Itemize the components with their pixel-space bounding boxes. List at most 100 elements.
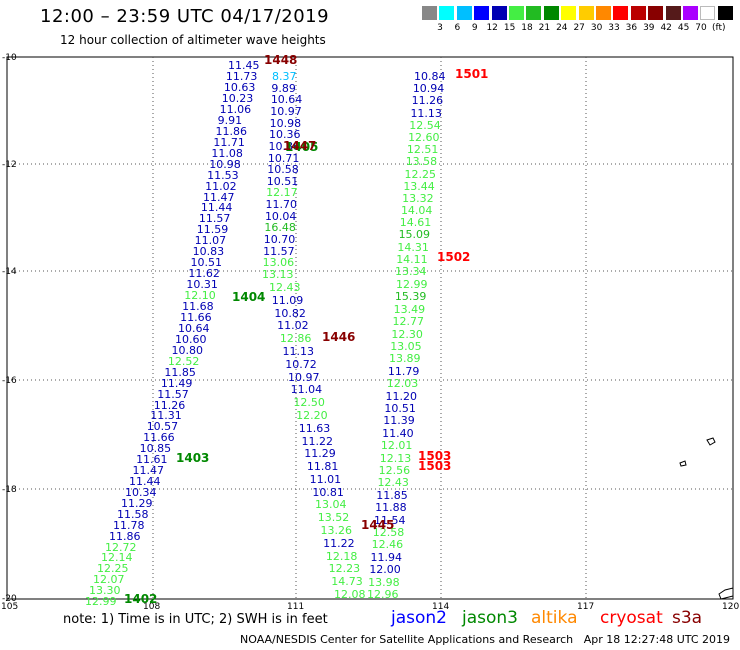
- scale-swatch: [456, 6, 472, 20]
- wave-height-value: 13.49: [393, 302, 426, 316]
- scale-swatch: [596, 6, 611, 20]
- scale-label: 15: [503, 23, 516, 33]
- wave-height-value: 11.07: [194, 234, 227, 248]
- wave-height-value: 13.05: [390, 340, 422, 353]
- wave-height-value: 11.81: [306, 460, 339, 474]
- wave-height-value: 11.44: [129, 475, 161, 488]
- scale-swatch: [439, 6, 455, 20]
- wave-height-value: 8.37: [272, 70, 297, 83]
- wave-height-value: 11.71: [213, 135, 245, 149]
- wave-height-value: 11.54: [373, 513, 406, 527]
- scale-label: 9: [471, 23, 478, 33]
- wave-height-value: 10.94: [412, 82, 445, 96]
- wave-height-value: 12.86: [279, 332, 312, 346]
- scale-label: 3: [437, 23, 443, 33]
- wave-height-value: 11.86: [109, 529, 141, 543]
- scale-label: 6: [454, 23, 461, 33]
- wave-height-value: 11.49: [160, 376, 193, 390]
- wave-height-value: 12.25: [97, 562, 129, 576]
- longitude-label: 105: [1, 602, 19, 612]
- wave-height-value: 13.32: [402, 191, 434, 205]
- wave-height-value: 11.85: [376, 488, 408, 502]
- scale-swatch: [422, 6, 437, 20]
- pass-label: 1446: [322, 330, 356, 344]
- wave-height-value: 12.60: [408, 130, 440, 144]
- wave-height-value: 11.61: [136, 453, 168, 467]
- wave-height-value: 10.82: [274, 306, 306, 320]
- land-outline: [679, 437, 734, 600]
- longitude-label: 117: [577, 602, 595, 612]
- scale-swatch: [683, 6, 698, 20]
- credit-text: NOAA/NESDIS Center for Satellite Applica…: [240, 633, 574, 646]
- map-subtitle: 12 hour collection of altimeter wave hei…: [60, 33, 326, 47]
- wave-height-value: 12.54: [409, 118, 441, 132]
- wave-height-value: 11.86: [215, 124, 248, 138]
- wave-height-value: 13.26: [320, 524, 352, 538]
- map-frame: [6, 56, 734, 600]
- wave-height-value: 13.06: [262, 256, 295, 270]
- wave-height-value: 12.13: [379, 451, 412, 465]
- wave-height-value: 10.64: [270, 93, 303, 107]
- pass-label: 1503: [418, 449, 452, 463]
- wave-height-value: 13.04: [315, 498, 347, 512]
- wave-height-value: 12.17: [266, 186, 298, 200]
- wave-height-value: 11.73: [225, 69, 258, 83]
- scale-swatch: [509, 6, 524, 20]
- pass-label: 1503: [418, 459, 452, 473]
- scale-swatch: [543, 6, 559, 20]
- longitude-label: 120: [722, 602, 740, 612]
- wave-height-value: 10.84: [414, 70, 446, 83]
- scale-label: 30: [590, 23, 603, 33]
- wave-height-value: 11.22: [301, 434, 334, 448]
- latitude-label: -12: [2, 160, 17, 170]
- latitude-label: -14: [2, 267, 17, 277]
- credit-line: NOAA/NESDIS Center for Satellite Applica…: [240, 633, 730, 646]
- wave-height-value: 10.97: [287, 370, 320, 384]
- wave-height-value: 10.64: [178, 322, 210, 335]
- scale-swatch: [491, 6, 507, 20]
- scale-swatch: [717, 6, 733, 20]
- wave-height-value: 10.72: [285, 357, 317, 371]
- scale-swatch: [648, 6, 664, 20]
- wave-height-value: 12.52: [167, 354, 200, 368]
- wave-height-value: 12.58: [372, 526, 405, 539]
- wave-height-value: 13.30: [89, 584, 121, 598]
- wave-height-value: 10.97: [270, 104, 302, 118]
- wave-height-value: 12.01: [380, 439, 413, 453]
- scale-label: 45: [677, 23, 690, 33]
- pass-label: 1502: [437, 250, 471, 264]
- scale-swatch: [630, 6, 646, 20]
- satellite-name: cryosat: [600, 608, 663, 628]
- wave-height-value: 11.88: [375, 501, 407, 515]
- wave-height-value: 10.70: [263, 233, 296, 247]
- pass-label: 1403: [176, 451, 210, 465]
- wave-height-value: 10.34: [125, 486, 157, 499]
- wave-height-value: 9.89: [271, 81, 296, 95]
- pass-label: 1448: [264, 53, 298, 67]
- scale-label: 27: [573, 23, 585, 33]
- scale-swatch: [474, 6, 490, 20]
- wave-height-value: 11.29: [304, 447, 336, 461]
- scale-swatch: [613, 6, 629, 20]
- wave-height-value: 10.51: [190, 256, 223, 270]
- footer-note: note: 1) Time is in UTC; 2) SWH is in fe…: [63, 612, 328, 627]
- scale-unit: (ft): [712, 23, 726, 33]
- island-outline: [679, 460, 687, 467]
- wave-height-value: 12.43: [269, 281, 301, 294]
- wave-height-value: 11.57: [157, 387, 189, 401]
- wave-height-value: 11.08: [211, 146, 243, 160]
- wave-height-value: 14.04: [400, 204, 433, 218]
- wave-height-value: 11.62: [188, 267, 220, 281]
- wave-height-value: 11.20: [385, 389, 418, 403]
- wave-height-value: 12.77: [392, 315, 425, 329]
- wave-height-value: 9.91: [217, 113, 243, 127]
- wave-height-value: 11.94: [370, 550, 402, 564]
- scale-label: 21: [538, 23, 551, 33]
- wave-height-value: 12.14: [101, 551, 133, 565]
- wave-height-value: 10.57: [146, 420, 179, 434]
- wave-height-value: 10.23: [221, 91, 254, 105]
- wave-height-value: 12.51: [406, 143, 439, 157]
- wave-height-value: 11.26: [153, 398, 186, 412]
- latitude-label: -10: [2, 53, 17, 63]
